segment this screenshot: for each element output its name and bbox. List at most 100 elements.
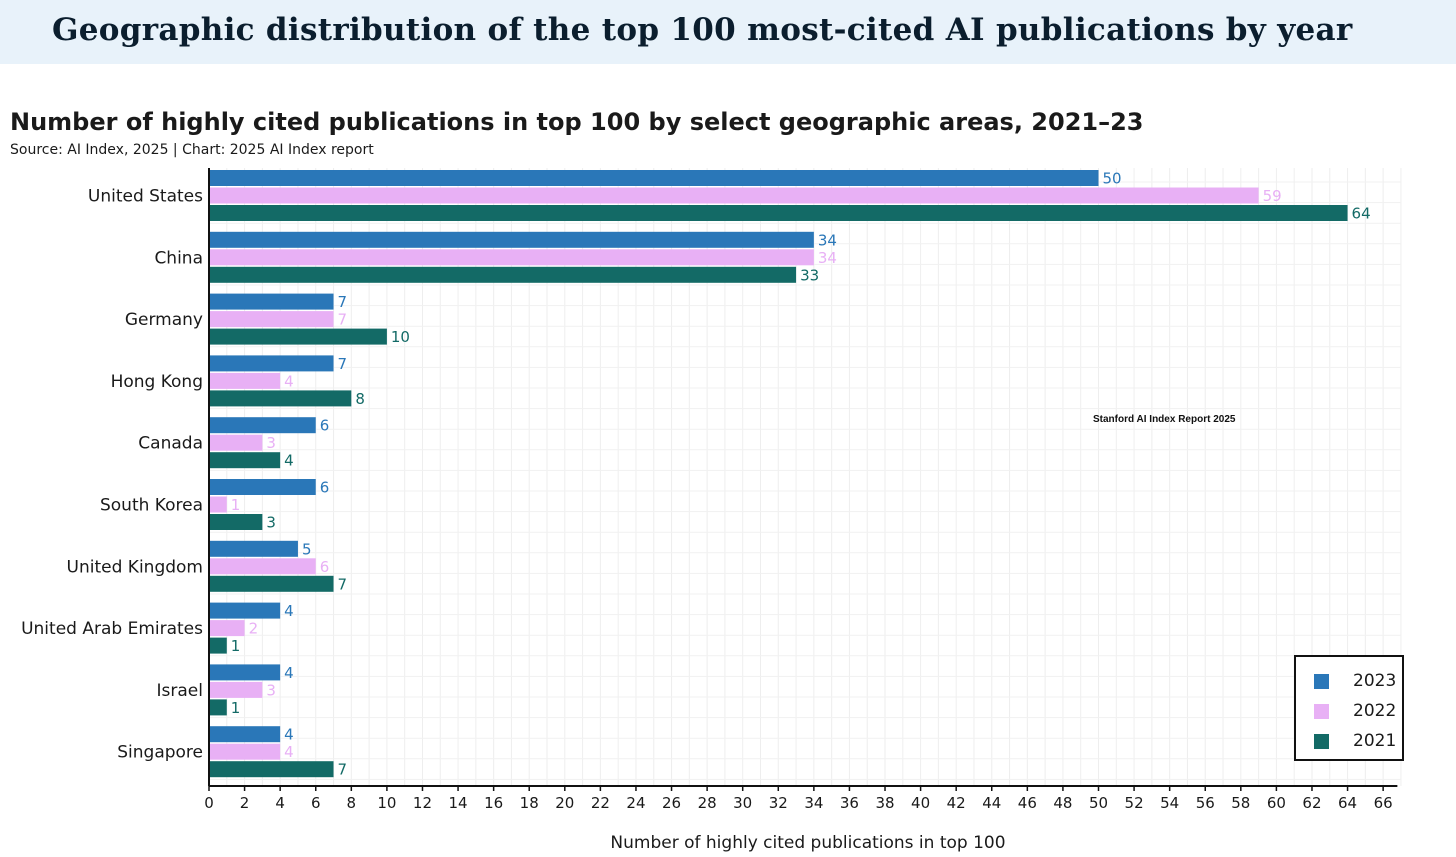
bar-hong-kong-2021 <box>209 390 352 407</box>
x-tick-label: 24 <box>626 794 645 812</box>
x-tick-label: 10 <box>377 794 396 812</box>
x-tick-label: 8 <box>347 794 357 812</box>
category-label: United Kingdom <box>67 557 203 577</box>
x-tick-label: 58 <box>1231 794 1250 812</box>
data-label: 4 <box>284 602 294 620</box>
data-label: 50 <box>1103 170 1122 188</box>
data-label: 1 <box>231 496 241 514</box>
x-tick-label: 40 <box>911 794 930 812</box>
x-tick-label: 32 <box>769 794 788 812</box>
bar-germany-2021 <box>209 328 387 345</box>
x-tick-label: 30 <box>733 794 752 812</box>
bar-united-kingdom-2022 <box>209 558 316 575</box>
x-tick-label: 54 <box>1160 794 1179 812</box>
x-tick-label: 4 <box>275 794 285 812</box>
x-tick-label: 62 <box>1302 794 1321 812</box>
x-tick-label: 38 <box>875 794 894 812</box>
x-tick-label: 26 <box>662 794 681 812</box>
category-label: China <box>154 248 203 268</box>
data-label: 4 <box>284 372 294 390</box>
legend-item-2021: 2021 <box>1314 729 1396 753</box>
bar-united-kingdom-2023 <box>209 540 298 557</box>
bar-united-states-2023 <box>209 170 1099 186</box>
bar-israel-2022 <box>209 681 263 698</box>
category-label: Canada <box>138 434 203 454</box>
bar-china-2021 <box>209 266 797 283</box>
x-tick-label: 42 <box>947 794 966 812</box>
bar-united-arab-emirates-2021 <box>209 637 227 654</box>
chart-legend: 2023 2022 2021 <box>1294 655 1404 761</box>
x-tick-label: 66 <box>1374 794 1393 812</box>
category-label: Singapore <box>117 743 203 763</box>
bar-hong-kong-2023 <box>209 355 334 372</box>
bar-israel-2023 <box>209 664 281 681</box>
x-tick-label: 56 <box>1196 794 1215 812</box>
x-tick-label: 64 <box>1338 794 1357 812</box>
data-label: 3 <box>266 681 276 699</box>
data-label: 33 <box>800 266 819 284</box>
x-tick-label: 14 <box>449 794 468 812</box>
bar-china-2022 <box>209 249 814 266</box>
data-label: 4 <box>284 726 294 744</box>
chart-source: Source: AI Index, 2025 | Chart: 2025 AI … <box>10 142 374 158</box>
data-label: 34 <box>818 231 837 249</box>
bar-south-korea-2022 <box>209 496 227 513</box>
legend-swatch-2022 <box>1314 703 1329 719</box>
bar-hong-kong-2022 <box>209 372 281 389</box>
data-label: 3 <box>266 514 276 532</box>
data-label: 6 <box>320 479 330 497</box>
bar-germany-2022 <box>209 311 334 328</box>
bar-germany-2023 <box>209 293 334 310</box>
data-label: 7 <box>338 355 348 373</box>
bar-canada-2021 <box>209 452 281 469</box>
data-label: 8 <box>355 390 365 408</box>
x-tick-label: 48 <box>1053 794 1072 812</box>
x-tick-label: 0 <box>204 794 214 812</box>
data-label: 64 <box>1352 205 1371 223</box>
legend-label-2022: 2022 <box>1353 701 1397 721</box>
category-label: South Korea <box>100 496 203 516</box>
data-label: 10 <box>391 328 410 346</box>
bar-singapore-2022 <box>209 743 281 760</box>
category-label: Germany <box>125 310 203 330</box>
bar-south-korea-2023 <box>209 479 316 495</box>
data-label: 34 <box>818 249 837 267</box>
data-label: 4 <box>284 452 294 470</box>
chart-title: Number of highly cited publications in t… <box>10 108 1144 136</box>
bar-united-kingdom-2021 <box>209 575 334 592</box>
x-tick-label: 20 <box>555 794 574 812</box>
data-label: 7 <box>338 293 348 311</box>
category-label: Israel <box>157 681 203 701</box>
category-label: United States <box>88 187 203 207</box>
data-label: 4 <box>284 743 294 761</box>
bar-united-arab-emirates-2022 <box>209 620 245 637</box>
bar-canada-2022 <box>209 434 263 451</box>
x-tick-label: 12 <box>413 794 432 812</box>
data-label: 6 <box>320 417 330 435</box>
data-label: 3 <box>266 434 276 452</box>
x-tick-label: 6 <box>311 794 321 812</box>
data-label: 1 <box>231 637 241 655</box>
bar-israel-2021 <box>209 699 227 716</box>
bar-china-2023 <box>209 231 814 248</box>
data-label: 59 <box>1263 187 1282 205</box>
x-tick-label: 28 <box>698 794 717 812</box>
bar-singapore-2021 <box>209 761 334 778</box>
banner-title: Geographic distribution of the top 100 m… <box>52 12 1353 48</box>
bar-south-korea-2021 <box>209 514 263 530</box>
data-label: 2 <box>249 620 259 638</box>
x-axis-title: Number of highly cited publications in t… <box>610 833 1005 853</box>
bar-singapore-2023 <box>209 726 281 743</box>
legend-item-2022: 2022 <box>1314 699 1396 723</box>
x-tick-label: 22 <box>591 794 610 812</box>
x-tick-label: 50 <box>1089 794 1108 812</box>
data-label: 4 <box>284 664 294 682</box>
title-banner: Geographic distribution of the top 100 m… <box>0 0 1456 64</box>
data-label: 5 <box>302 540 312 558</box>
legend-swatch-2021 <box>1314 733 1329 749</box>
x-tick-label: 60 <box>1267 794 1286 812</box>
x-tick-label: 18 <box>520 794 539 812</box>
bar-canada-2023 <box>209 417 316 434</box>
x-tick-label: 36 <box>840 794 859 812</box>
x-tick-label: 46 <box>1018 794 1037 812</box>
